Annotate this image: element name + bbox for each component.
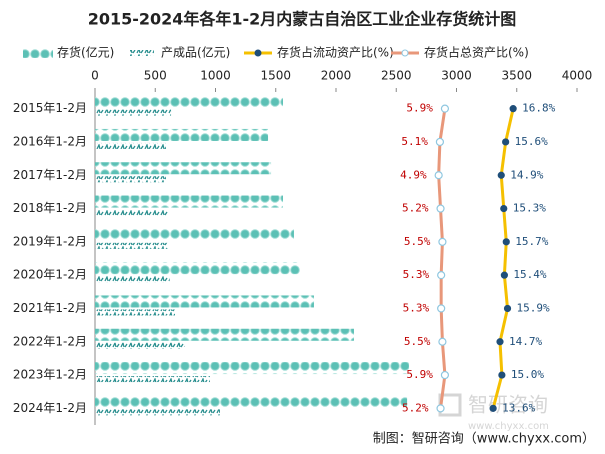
x-tick-label: 0 xyxy=(91,69,99,83)
x-tick-label: 1000 xyxy=(200,69,231,83)
marker xyxy=(509,105,517,113)
line xyxy=(437,108,447,409)
x-tick-label: 1500 xyxy=(260,69,291,83)
value-label: 14.7% xyxy=(509,335,542,348)
watermark-url: www.chyxx.com xyxy=(468,421,549,432)
x-tick-label: 3000 xyxy=(441,69,472,83)
bar xyxy=(95,242,169,249)
y-tick-label: 2019年1-2月 xyxy=(13,234,87,248)
bar xyxy=(95,209,169,216)
y-tick-label: 2015年1-2月 xyxy=(13,101,87,115)
chart-title: 2015-2024年各年1-2月内蒙古自治区工业企业存货统计图 xyxy=(88,10,517,29)
bar xyxy=(95,95,283,108)
value-label: 5.9% xyxy=(406,102,433,115)
y-tick-label: 2023年1-2月 xyxy=(13,368,87,382)
x-tick-label: 2000 xyxy=(321,69,352,83)
line xyxy=(491,108,515,409)
bar xyxy=(95,228,294,241)
value-label: 5.5% xyxy=(404,335,431,348)
bar xyxy=(95,262,300,275)
y-tick-label: 2020年1-2月 xyxy=(13,268,87,282)
value-label: 5.1% xyxy=(401,135,428,148)
marker xyxy=(500,271,508,279)
legend-symbol xyxy=(254,49,262,57)
bar xyxy=(95,195,283,208)
value-label: 13.6% xyxy=(502,401,535,414)
bar xyxy=(95,162,272,175)
bar xyxy=(95,295,314,308)
bar xyxy=(95,376,210,383)
x-tick-label: 4000 xyxy=(562,69,593,83)
value-label: 5.9% xyxy=(406,368,433,381)
value-label: 14.9% xyxy=(510,168,543,181)
bar xyxy=(95,176,166,183)
x-tick-label: 3500 xyxy=(501,69,532,83)
y-tick-label: 2022年1-2月 xyxy=(13,334,87,348)
x-tick-label: 500 xyxy=(144,69,167,83)
bar xyxy=(95,309,176,316)
bar xyxy=(95,342,186,349)
marker xyxy=(497,171,505,179)
marker xyxy=(434,171,443,180)
value-label: 5.3% xyxy=(403,268,430,281)
legend-label: 存货占流动资产比(%) xyxy=(277,45,394,60)
value-label: 15.6% xyxy=(515,135,548,148)
value-label: 5.5% xyxy=(404,235,431,248)
legend-symbol xyxy=(130,50,154,56)
marker xyxy=(502,138,510,146)
legend-symbol xyxy=(23,48,53,58)
marker xyxy=(438,337,447,346)
source: 制图：智研咨询（www.chyxx.com） xyxy=(373,432,595,447)
marker xyxy=(496,338,504,346)
marker xyxy=(440,370,450,380)
y-tick-label: 2017年1-2月 xyxy=(13,168,87,182)
value-label: 4.9% xyxy=(400,168,427,181)
marker xyxy=(503,304,512,313)
value-label: 5.2% xyxy=(402,401,429,414)
legend-label: 存货(亿元) xyxy=(57,45,114,60)
value-label: 16.8% xyxy=(522,102,555,115)
y-tick-label: 2021年1-2月 xyxy=(13,301,87,315)
bar xyxy=(95,142,166,149)
marker xyxy=(500,204,508,213)
marker xyxy=(436,404,445,413)
value-label: 15.9% xyxy=(517,301,550,314)
bar xyxy=(95,128,269,141)
value-label: 15.0% xyxy=(511,368,544,381)
value-label: 5.3% xyxy=(403,301,430,314)
legend-label: 存货占总资产比(%) xyxy=(424,45,529,60)
bar xyxy=(95,409,220,416)
y-tick-label: 2018年1-2月 xyxy=(13,201,87,215)
bar xyxy=(95,395,408,408)
marker xyxy=(437,271,446,280)
y-tick-label: 2016年1-2月 xyxy=(13,134,87,148)
bar xyxy=(95,362,410,375)
marker xyxy=(437,304,446,313)
legend-label: 产成品(亿元) xyxy=(161,45,230,60)
marker xyxy=(498,371,506,379)
y-tick-label: 2024年1-2月 xyxy=(13,401,87,415)
value-label: 15.3% xyxy=(513,202,546,215)
marker xyxy=(436,204,445,213)
watermark-text: 智研咨询 xyxy=(468,393,548,417)
x-tick-label: 2500 xyxy=(381,69,412,83)
marker xyxy=(489,404,497,412)
bar xyxy=(95,276,170,283)
value-label: 15.7% xyxy=(515,235,548,248)
watermark: 智研咨询 www.chyxx.com xyxy=(438,393,549,432)
marker xyxy=(438,237,447,246)
marker xyxy=(502,238,510,246)
value-label: 5.2% xyxy=(402,202,429,215)
marker xyxy=(440,104,450,113)
legend-symbol xyxy=(401,49,409,57)
value-label: 15.4% xyxy=(513,268,546,281)
bar xyxy=(95,328,354,341)
bar xyxy=(95,109,172,116)
marker xyxy=(435,137,445,147)
